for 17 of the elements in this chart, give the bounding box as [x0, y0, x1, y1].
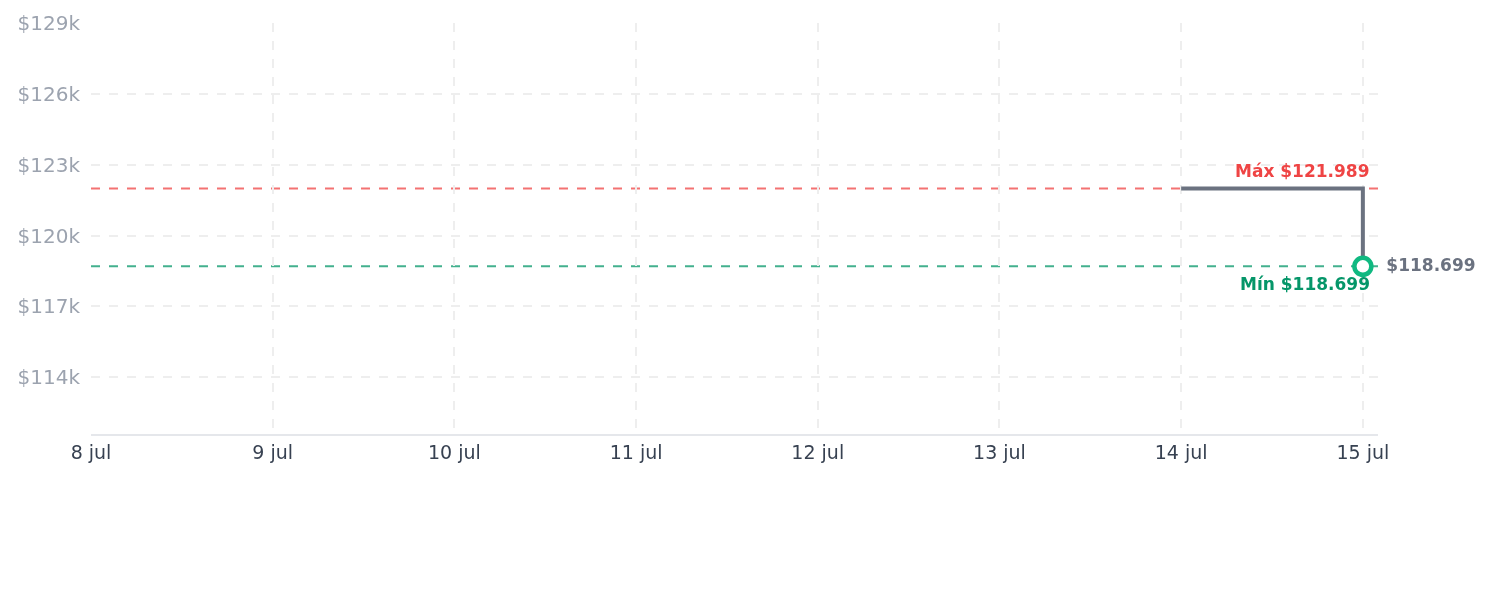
x-tick-label: 13 jul: [973, 440, 1026, 463]
x-tick-label: 9 jul: [252, 440, 294, 463]
x-tick-label: 15 jul: [1336, 440, 1390, 463]
data-label: $118.699: [1374, 254, 1476, 275]
y-tick-label: $129k: [17, 11, 81, 35]
ref-line-label: Mín $118.699: [1240, 274, 1371, 294]
y-tick-label: $114k: [17, 365, 81, 390]
y-tick-label: $120k: [17, 223, 81, 248]
y-tick-label: $117k: [17, 294, 81, 319]
ref-line-label: Máx $121.989: [1235, 161, 1370, 181]
y-tick-label: $126k: [17, 81, 81, 106]
x-tick-label: 10 jul: [427, 440, 481, 463]
x-tick-label: 8 jul: [70, 440, 112, 463]
x-tick-label: 12 jul: [791, 440, 845, 463]
x-tick-label: 11 jul: [609, 440, 663, 463]
x-tick-label: 14 jul: [1154, 440, 1208, 463]
y-tick-label: $123k: [17, 152, 81, 177]
